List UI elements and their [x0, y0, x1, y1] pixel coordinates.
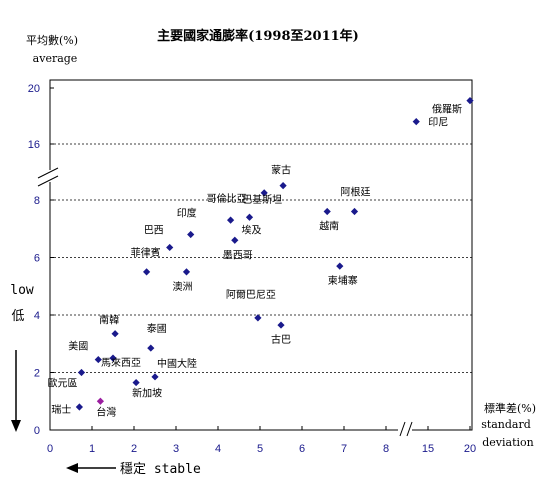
- x-tick-label: 4: [215, 443, 221, 455]
- data-point-label: 瑞士: [51, 403, 71, 416]
- grid-lines: [50, 143, 472, 373]
- x-tick-label: 15: [422, 443, 434, 455]
- data-point-label: 菲律賓: [131, 246, 161, 259]
- x-tick-label: 3: [173, 443, 179, 455]
- x-axis-label-en-1: standard: [481, 418, 531, 431]
- data-point-marker: [132, 378, 140, 387]
- y-tick-label: 8: [34, 195, 40, 207]
- chart-title: 主要國家通膨率(1998至2011年): [157, 28, 359, 44]
- data-point-marker: [187, 230, 195, 239]
- y-break-mark: [37, 167, 59, 179]
- data-point-marker: [166, 243, 174, 252]
- axis-breaks: [37, 167, 413, 438]
- data-point-label: 巴基斯坦: [242, 193, 282, 206]
- data-point-label: 澳洲: [173, 280, 193, 293]
- data-point-label: 埃及: [242, 223, 262, 236]
- data-point-label: 哥倫比亞: [207, 192, 247, 205]
- data-point-marker: [227, 216, 235, 224]
- data-point-label: 印度: [177, 207, 197, 220]
- x-axis-label-en-2: deviation: [482, 436, 534, 449]
- data-point-marker: [182, 268, 191, 276]
- data-point-marker: [147, 344, 155, 352]
- data-point-marker: [412, 118, 420, 126]
- data-point-label: 歐元區: [48, 377, 78, 390]
- data-point-marker: [277, 321, 285, 329]
- data-point-label: 泰國: [147, 322, 167, 335]
- data-point-marker: [109, 354, 117, 362]
- plot-border: [49, 79, 473, 431]
- x-ticks: 0 1 2 3 4 5 6 7 8 15 20: [47, 426, 476, 455]
- data-point-marker: [77, 368, 86, 377]
- data-point-label: 阿根廷: [341, 186, 371, 199]
- data-point-label: 台灣: [96, 405, 116, 418]
- y-ticks: 0 2 4 6 8 16 20: [28, 83, 54, 437]
- x-tick-label: 20: [464, 443, 476, 455]
- data-point-marker: [96, 397, 104, 405]
- y-break-mark: [37, 175, 59, 187]
- data-point-marker: [466, 97, 474, 105]
- stable-label: 穩定 stable: [120, 462, 201, 477]
- x-break-mark: [399, 421, 406, 437]
- data-point-marker: [260, 189, 268, 197]
- data-point-marker: [336, 262, 344, 270]
- low-label-zh: 低: [11, 309, 24, 324]
- left-arrow-icon: [66, 463, 116, 473]
- x-break-mark: [406, 421, 413, 437]
- y-tick-label: 6: [34, 253, 40, 265]
- data-point-marker: [75, 403, 83, 411]
- plot-frame: [49, 79, 473, 431]
- data-point-label: 馬來西亞: [101, 357, 141, 369]
- x-tick-label: 8: [383, 443, 389, 455]
- data-point-label: 南韓: [99, 314, 119, 327]
- data-point-label: 阿爾巴尼亞: [226, 289, 276, 301]
- data-point-marker: [350, 207, 359, 216]
- y-axis-label-en: average: [33, 52, 78, 65]
- down-arrow-icon: [11, 350, 21, 432]
- data-point-label: 美國: [68, 340, 88, 353]
- low-label-en: low: [10, 283, 34, 298]
- data-point-label: 古巴: [271, 333, 291, 346]
- data-point-label: 新加坡: [132, 387, 162, 400]
- data-point-marker: [323, 207, 331, 216]
- x-tick-label: 1: [89, 443, 95, 455]
- data-point-label: 中國大陸: [157, 357, 197, 370]
- data-point-label: 印尼: [428, 117, 448, 129]
- data-point-label: 墨西哥: [223, 249, 253, 261]
- data-point-marker: [245, 213, 254, 221]
- x-tick-label: 7: [341, 443, 347, 455]
- data-point-label: 巴西: [144, 224, 164, 236]
- y-tick-label: 4: [34, 310, 40, 322]
- data-point-label: 蒙古: [271, 164, 291, 177]
- data-point-label: 越南: [319, 220, 339, 233]
- data-point-marker: [143, 268, 151, 276]
- y-tick-label: 2: [34, 368, 40, 380]
- data-point-marker: [279, 182, 287, 190]
- data-point-label: 柬埔寨: [328, 274, 358, 287]
- x-tick-label: 0: [47, 443, 53, 455]
- data-point-marker: [111, 330, 119, 338]
- data-point-marker: [151, 373, 159, 381]
- data-point-marker: [231, 236, 239, 244]
- x-tick-label: 6: [299, 443, 305, 455]
- y-break-gap: [42, 170, 58, 182]
- y-tick-label: 20: [28, 83, 40, 95]
- y-tick-label: 0: [34, 425, 40, 437]
- x-tick-label: 5: [257, 443, 263, 455]
- y-tick-label: 16: [28, 139, 40, 151]
- data-point-label: 俄羅斯: [432, 103, 462, 116]
- data-point-marker: [254, 314, 262, 322]
- x-break-gap: [398, 422, 412, 438]
- x-tick-label: 2: [131, 443, 137, 455]
- data-point-marker: [94, 355, 102, 364]
- y-axis-label-zh: 平均數(%): [26, 34, 78, 47]
- x-axis-label-zh: 標準差(%): [484, 401, 536, 415]
